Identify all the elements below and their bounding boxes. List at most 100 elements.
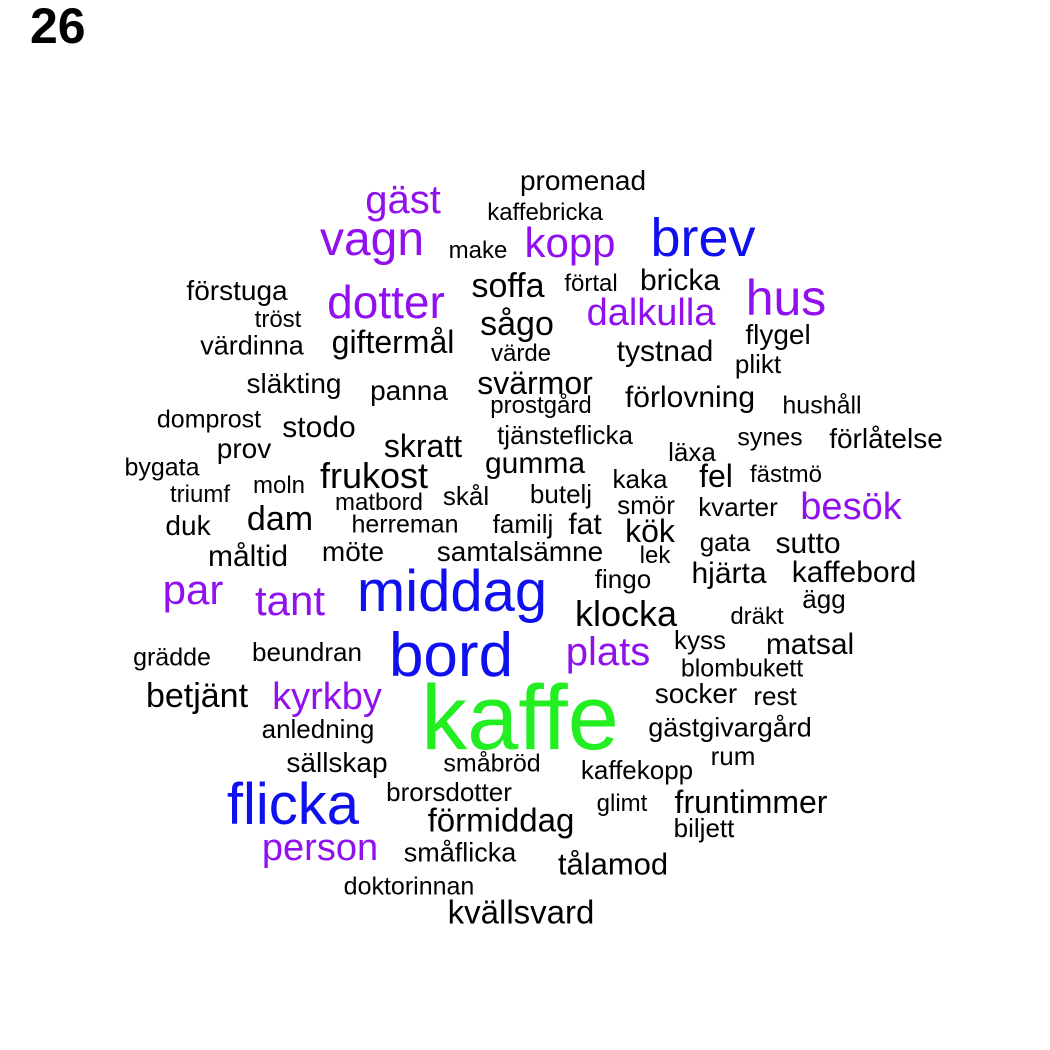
word-promenad: promenad — [519, 165, 647, 196]
word-glimt: glimt — [596, 790, 648, 817]
word-fat: fat — [568, 508, 602, 541]
word-formiddag: förmiddag — [427, 801, 575, 839]
word-stodo: stodo — [282, 411, 356, 444]
word-kvarter: kvarter — [698, 492, 778, 522]
word-gumma: gumma — [484, 447, 586, 480]
word-hushall: hushåll — [782, 391, 862, 420]
word-flygel: flygel — [745, 319, 811, 350]
word-klocka: klocka — [574, 593, 678, 634]
word-besok: besök — [800, 486, 902, 528]
word-kaffebord: kaffebord — [791, 556, 917, 589]
word-blombukett: blombukett — [680, 654, 804, 683]
word-kyrkby: kyrkby — [272, 676, 382, 718]
word-varde: värde — [490, 340, 552, 367]
word-dotter: dotter — [327, 276, 445, 328]
word-bygata: bygata — [124, 453, 200, 482]
word-gastgivargard: gästgivargård — [648, 712, 812, 743]
word-make: make — [448, 237, 508, 264]
word-talamod: tålamod — [557, 846, 669, 882]
word-fastmo: fästmö — [749, 461, 823, 488]
word-brorsdotter: brorsdotter — [386, 777, 512, 807]
word-forlatelse: förlåtelse — [829, 423, 943, 454]
word-person: person — [261, 827, 379, 869]
word-tystnad: tystnad — [616, 335, 714, 368]
word-biljett: biljett — [673, 813, 735, 843]
word-skal: skål — [442, 481, 490, 511]
word-rest: rest — [753, 681, 797, 711]
word-fortal: förtal — [564, 270, 618, 297]
word-soffa: soffa — [471, 267, 545, 305]
word-frukost: frukost — [319, 455, 429, 496]
word-smaflicka: småflicka — [403, 837, 517, 868]
word-triumf: triumf — [170, 481, 230, 508]
word-herreman: herreman — [351, 510, 459, 539]
word-giftermal: giftermål — [331, 324, 455, 360]
word-tant: tant — [254, 577, 326, 624]
word-bricka: bricka — [639, 264, 721, 297]
word-moln: moln — [252, 472, 306, 499]
word-synes: synes — [737, 423, 803, 452]
word-sutto: sutto — [775, 527, 841, 560]
word-matsal: matsal — [765, 628, 855, 661]
word-smor: smör — [617, 490, 675, 520]
word-fruntimmer: fruntimmer — [674, 784, 828, 820]
word-kvallsvard: kvällsvard — [447, 893, 595, 931]
word-kok: kök — [625, 513, 675, 549]
word-kaffe: kaffe — [421, 667, 619, 769]
word-gradde: grädde — [133, 643, 211, 672]
word-vagn: vagn — [319, 213, 425, 266]
word-laxa: läxa — [668, 437, 716, 467]
word-kaka: kaka — [612, 464, 668, 494]
word-maltid: måltid — [207, 540, 289, 573]
word-trost: tröst — [254, 306, 302, 333]
word-forlovning: förlovning — [624, 381, 756, 414]
word-vardinna: värdinna — [200, 330, 304, 361]
word-agg: ägg — [802, 584, 846, 614]
word-prov: prov — [216, 433, 272, 464]
word-kopp: kopp — [524, 219, 616, 266]
word-prostgard: prostgård — [490, 392, 592, 419]
word-doktorinnan: doktorinnan — [343, 872, 475, 901]
word-bord: bord — [388, 621, 514, 690]
word-dam: dam — [246, 500, 314, 538]
word-plikt: plikt — [734, 349, 782, 379]
word-middag: middag — [356, 559, 548, 624]
word-slakting: släkting — [246, 368, 342, 399]
word-socker: socker — [654, 678, 738, 709]
word-panna: panna — [370, 375, 448, 406]
word-kaffekopp: kaffekopp — [580, 755, 694, 785]
word-sallskap: sällskap — [286, 747, 388, 778]
word-duk: duk — [165, 510, 211, 541]
word-par: par — [162, 566, 224, 613]
word-domprost: domprost — [156, 405, 262, 434]
word-rum: rum — [710, 741, 756, 771]
word-drakt: dräkt — [730, 603, 784, 630]
word-kaffebricka: kaffebricka — [487, 199, 603, 226]
word-betjant: betjänt — [145, 677, 249, 715]
page-number: 26 — [30, 0, 86, 54]
word-plats: plats — [565, 630, 651, 674]
word-lek: lek — [639, 542, 671, 569]
word-matbord: matbord — [334, 489, 424, 516]
word-familj: familj — [492, 509, 554, 539]
word-beundran: beundran — [252, 637, 362, 667]
word-gast: gäst — [365, 178, 441, 222]
word-sago: sågo — [480, 305, 554, 343]
word-smabrod: småbröd — [443, 749, 541, 778]
word-svarmor: svärmor — [477, 365, 593, 401]
word-samtalsamne: samtalsämne — [436, 536, 604, 567]
word-forstuga: förstuga — [186, 275, 288, 306]
word-dalkulla: dalkulla — [586, 292, 716, 334]
word-tjansteflicka: tjänsteflicka — [497, 420, 633, 450]
word-brev: brev — [650, 208, 756, 268]
word-hus: hus — [745, 270, 827, 326]
word-kyss: kyss — [674, 625, 726, 655]
word-anledning: anledning — [261, 714, 375, 744]
word-hjarta: hjärta — [691, 557, 767, 590]
word-mote: möte — [321, 536, 385, 567]
word-skratt: skratt — [383, 428, 463, 464]
word-fingo: fingo — [594, 564, 652, 594]
word-butelj: butelj — [529, 479, 593, 509]
word-gata: gata — [699, 527, 751, 557]
